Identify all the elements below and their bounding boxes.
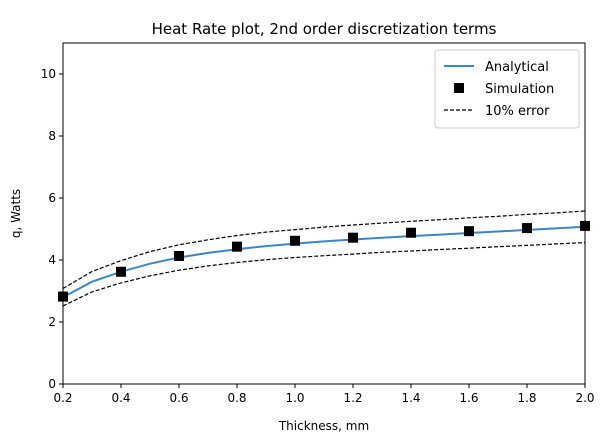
x-tick-label: 1.4 (401, 391, 420, 405)
plot-frame (62, 42, 586, 385)
legend-label: Analytical (485, 60, 549, 75)
simulation-point (290, 235, 300, 246)
y-tick-label: 2 (48, 315, 56, 329)
x-tick-label: 1.0 (285, 391, 304, 405)
simulation-point (174, 250, 184, 261)
x-tick-label: 1.2 (343, 391, 362, 405)
legend: Analytical Simulation 10% error (434, 49, 580, 129)
x-tick-label: 1.6 (459, 391, 478, 405)
simulation-point (522, 223, 532, 234)
legend-box (434, 49, 580, 129)
simulation-point (406, 227, 416, 238)
legend-label: 10% error (485, 104, 550, 119)
y-tick-label: 10 (41, 67, 56, 81)
simulation-point (232, 241, 242, 252)
chart-title: Heat Rate plot, 2nd order discretization… (152, 20, 497, 38)
y-tick-label: 0 (48, 377, 56, 391)
x-tick-label: 1.8 (517, 391, 536, 405)
x-axis-label: Thickness, mm (278, 419, 369, 433)
x-tick-label: 0.6 (169, 391, 188, 405)
axis-ticks: 0.2 0.4 0.6 0.8 1.0 1.2 1.4 1.6 1.8 2.0 0 2 4 6 8 10 (41, 67, 595, 405)
x-tick-label: 0.8 (227, 391, 246, 405)
simulation-point (464, 226, 474, 237)
error-upper-line (63, 210, 585, 290)
x-tick-label: 0.2 (53, 391, 72, 405)
y-tick-label: 4 (48, 253, 56, 267)
error-lower-line (63, 242, 585, 307)
x-tick-label: 0.4 (111, 391, 130, 405)
plot-series-group (63, 210, 585, 307)
y-tick-label: 8 (48, 129, 56, 143)
analytical-line (63, 225, 585, 299)
plot-area (58, 210, 590, 307)
legend-label: Simulation (485, 82, 554, 97)
y-axis-label: q, Watts (9, 189, 23, 238)
legend-swatch-simulation (454, 83, 464, 93)
simulation-point (116, 266, 126, 277)
simulation-point (348, 232, 358, 243)
x-tick-label: 2.0 (575, 391, 594, 405)
y-tick-label: 6 (48, 191, 56, 205)
